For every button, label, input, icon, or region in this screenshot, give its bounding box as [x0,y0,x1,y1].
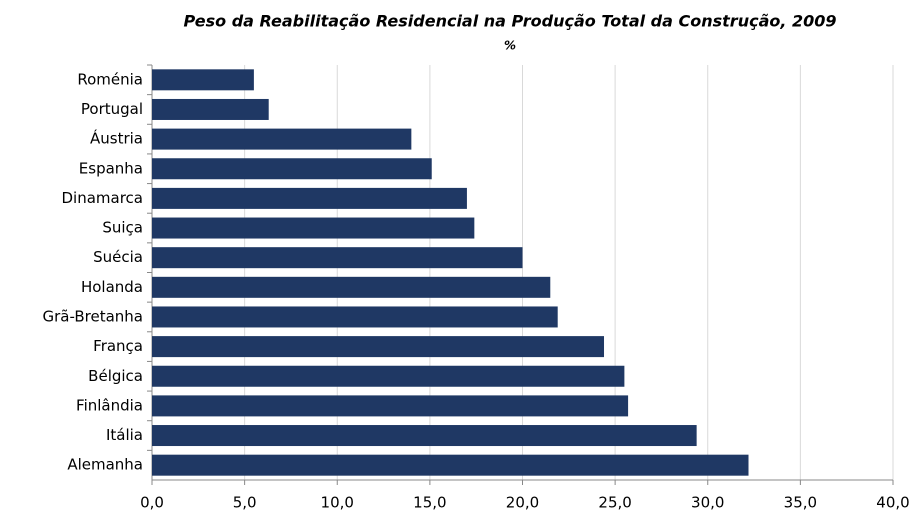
chart-subtitle: % [504,39,516,53]
y-tick-label: Bélgica [88,367,143,385]
y-tick-label: Alemanha [67,456,143,474]
bar [152,395,629,417]
y-tick-label: Suiça [102,219,143,237]
y-tick-label: Suécia [93,248,143,266]
x-tick-label: 15,0 [413,494,446,512]
x-tick-label: 35,0 [784,494,817,512]
bar [152,425,697,447]
y-tick-label: Holanda [81,278,143,296]
x-tick-label: 5,0 [233,494,257,512]
y-tick-label: Finlândia [76,396,143,414]
y-tick-label: Espanha [79,159,143,177]
y-tick-label: Roménia [77,70,143,88]
bar [152,69,254,91]
y-tick-label: Dinamarca [62,189,144,207]
bar [152,128,412,150]
y-tick-label: Itália [106,426,143,444]
y-tick-label: Portugal [81,100,143,118]
x-tick-label: 20,0 [506,494,539,512]
x-tick-label: 10,0 [321,494,354,512]
bar [152,306,558,328]
bar [152,98,269,120]
x-tick-label: 25,0 [598,494,631,512]
bar [152,365,625,387]
x-tick-label: 40,0 [876,494,909,512]
bar [152,158,432,180]
bar [152,276,551,298]
bar [152,217,475,239]
bar [152,187,467,209]
chart-title: Peso da Reabilitação Residencial na Prod… [183,12,836,31]
x-tick-label: 30,0 [691,494,724,512]
bar [152,336,605,358]
y-tick-label: França [93,337,143,355]
y-tick-label: Grã-Bretanha [43,307,144,325]
x-tick-label: 0,0 [140,494,164,512]
bar [152,454,749,476]
y-tick-label: Áustria [90,129,143,148]
bar [152,247,523,269]
